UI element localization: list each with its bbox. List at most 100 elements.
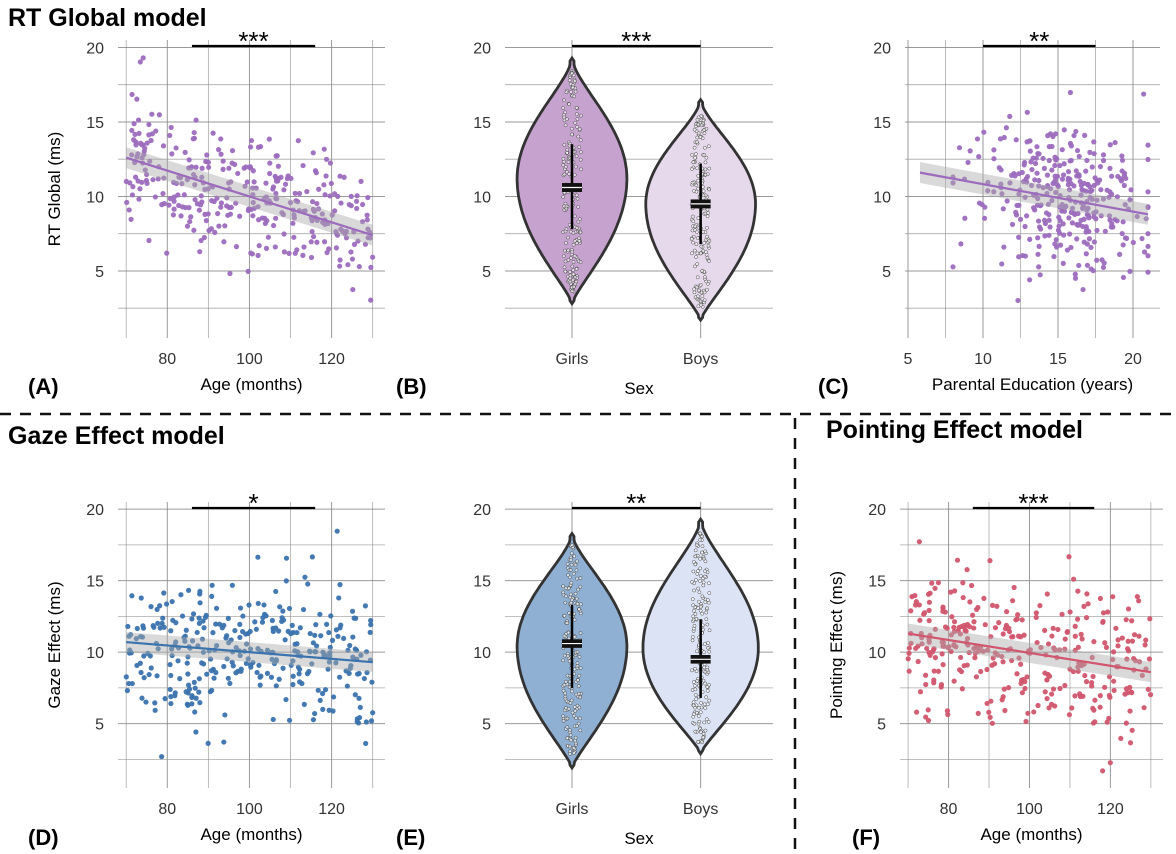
data-point <box>333 245 339 251</box>
data-point <box>999 653 1005 660</box>
data-point <box>159 620 165 626</box>
data-point <box>925 707 931 713</box>
data-point <box>1068 157 1074 164</box>
data-point <box>351 615 357 621</box>
swarm-point <box>704 717 709 722</box>
data-point <box>946 644 952 650</box>
data-point <box>1086 215 1092 221</box>
swarm-point <box>703 670 708 674</box>
data-point <box>1019 617 1025 623</box>
data-point <box>140 623 146 629</box>
data-point <box>1129 727 1135 733</box>
data-point <box>255 600 261 607</box>
data-point <box>274 153 280 159</box>
data-point <box>137 186 143 192</box>
data-point <box>143 699 149 705</box>
data-point <box>216 223 222 229</box>
data-point <box>132 131 138 138</box>
data-point <box>1145 269 1151 275</box>
swarm-point <box>567 659 572 664</box>
swarm-point <box>695 285 699 290</box>
data-point <box>290 629 296 636</box>
data-point <box>1106 194 1112 200</box>
data-point <box>244 641 250 647</box>
swarm-point <box>572 214 577 219</box>
swarm-point <box>574 112 579 117</box>
data-point <box>1071 132 1077 139</box>
data-point <box>148 665 154 671</box>
data-point <box>1013 617 1019 623</box>
data-point <box>335 633 341 639</box>
data-point <box>270 222 277 229</box>
data-point <box>1016 202 1022 208</box>
data-point <box>222 712 228 718</box>
data-point <box>1057 204 1063 210</box>
data-point <box>270 628 276 635</box>
data-point <box>1047 131 1054 137</box>
data-point <box>992 650 998 656</box>
data-point <box>1088 266 1094 272</box>
data-point <box>338 226 344 232</box>
data-point <box>205 186 211 192</box>
swarm-point <box>575 650 580 654</box>
data-point <box>929 580 935 586</box>
swarm-point <box>576 678 580 682</box>
data-point <box>129 593 135 599</box>
swarm-point <box>700 534 705 539</box>
data-point <box>203 158 209 165</box>
data-point <box>1091 139 1097 145</box>
swarm-point <box>578 260 583 264</box>
data-point <box>1106 692 1112 699</box>
data-point <box>343 228 350 234</box>
swarm-point <box>566 706 571 711</box>
data-point <box>1053 189 1059 196</box>
swarm-point <box>706 641 710 645</box>
swarm-point <box>573 709 578 713</box>
data-point <box>1083 224 1089 230</box>
data-point <box>1032 160 1039 167</box>
data-point <box>203 218 209 224</box>
data-point <box>283 555 290 561</box>
data-point <box>1094 257 1100 263</box>
data-point <box>159 202 165 208</box>
swarm-point <box>562 98 566 103</box>
swarm-point <box>691 626 696 631</box>
y-tick-label: 20 <box>473 502 491 519</box>
swarm-point <box>699 123 704 128</box>
data-point <box>207 656 214 662</box>
data-point <box>240 613 246 619</box>
data-point <box>357 704 363 710</box>
swarm-point <box>569 562 574 567</box>
swarm-point <box>578 602 583 607</box>
swarm-point <box>700 611 705 616</box>
swarm-point <box>578 631 583 635</box>
data-point <box>163 601 170 607</box>
data-point <box>308 254 315 261</box>
swarm-point <box>693 687 698 692</box>
data-point <box>290 220 296 226</box>
data-point <box>1066 554 1072 560</box>
data-point <box>175 192 181 198</box>
data-point <box>1003 125 1009 131</box>
data-point <box>169 151 175 157</box>
swarm-point <box>701 193 706 198</box>
data-point <box>1128 187 1134 193</box>
data-point <box>1074 147 1081 154</box>
data-point <box>301 244 307 250</box>
data-point <box>348 662 354 669</box>
data-point <box>1145 686 1151 692</box>
data-point <box>356 695 362 701</box>
data-point <box>1033 155 1039 161</box>
data-point <box>170 617 176 623</box>
panel-d-gaze-by-age: 5 10 15 20 Gaze Effect (ms) 80 100 120 Age (mont… <box>45 488 385 844</box>
data-point <box>1023 176 1029 182</box>
x-tick-label: 120 <box>318 801 345 818</box>
swarm-point <box>694 697 699 702</box>
data-point <box>1093 216 1099 222</box>
data-point <box>1120 219 1126 225</box>
y-tick-label: 5 <box>482 264 491 281</box>
swarm-point <box>690 180 695 185</box>
y-tick-label: 10 <box>873 189 891 206</box>
data-point <box>1059 147 1065 153</box>
swarm-point <box>698 135 703 139</box>
